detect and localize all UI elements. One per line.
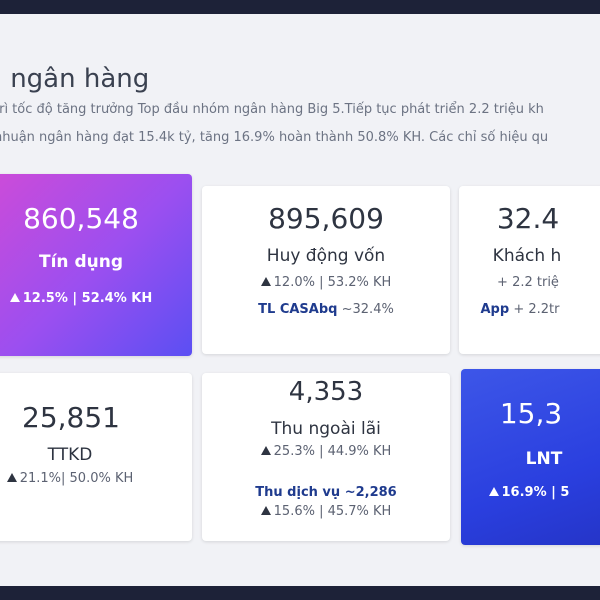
card-growth: 12.0% | 53.2% KH: [202, 275, 450, 290]
up-triangle-icon: [6, 473, 17, 482]
card-extra-growth: 15.6% | 45.7% KH: [202, 504, 450, 519]
card-growth: 12.5% | 52.4% KH: [0, 291, 192, 306]
up-triangle-icon: [9, 293, 20, 302]
card-growth: 16.9% | 5: [417, 485, 600, 500]
up-triangle-icon: [260, 277, 271, 286]
card-thu-ngoai-lai[interactable]: 4,353 Thu ngoài lãi 25.3% | 44.9% KH Thu…: [202, 373, 450, 541]
card-value: 4,353: [288, 377, 364, 407]
card-extra-label: Thu dịch vụ ~2,286: [255, 485, 397, 500]
card-value: 860,548: [23, 202, 139, 235]
card-ttkd[interactable]: 25,851 TTKD 21.1%| 50.0% KH: [0, 373, 192, 541]
card-khach-hang[interactable]: 32.4 Khách h + 2.2 triệ App + 2.2tr: [459, 186, 600, 354]
card-growth: 25.3% | 44.9% KH: [202, 444, 450, 459]
card-label: Tín dụng: [39, 252, 123, 272]
top-frame-bar: [0, 0, 600, 14]
card-label: Khách h: [492, 246, 562, 266]
card-extra: App + 2.2tr: [480, 302, 560, 317]
page-title: à ngân hàng: [0, 64, 150, 94]
card-lnt[interactable]: 15,3 LNT 16.9% | 5: [461, 369, 600, 545]
up-triangle-icon: [260, 446, 271, 455]
card-tin-dung[interactable]: 860,548 Tín dụng 12.5% | 52.4% KH: [0, 174, 192, 356]
up-triangle-icon: [260, 506, 271, 515]
card-value: 15,3: [499, 397, 563, 430]
card-growth: 21.1%| 50.0% KH: [0, 471, 192, 486]
dashboard-screen: à ngân hàng trì tốc độ tăng trưởng Top đ…: [0, 14, 600, 586]
card-growth: + 2.2 triệ: [497, 275, 559, 290]
card-label: LNT: [525, 449, 563, 469]
card-label: Thu ngoài lãi: [271, 419, 381, 439]
card-label: TTKD: [47, 445, 93, 465]
up-triangle-icon: [488, 487, 499, 496]
summary-line-1: trì tốc độ tăng trưởng Top đầu nhóm ngân…: [0, 102, 544, 117]
card-extra: TL CASAbq ~32.4%: [258, 302, 394, 317]
card-value: 25,851: [22, 401, 120, 434]
bottom-frame-bar: [0, 586, 600, 600]
summary-line-2: nhuận ngân hàng đạt 15.4k tỷ, tăng 16.9%…: [0, 130, 549, 145]
card-value: 895,609: [268, 202, 384, 235]
card-label: Huy động vốn: [266, 246, 386, 266]
card-value: 32.4: [496, 202, 560, 235]
card-huy-dong-von[interactable]: 895,609 Huy động vốn 12.0% | 53.2% KH TL…: [202, 186, 450, 354]
